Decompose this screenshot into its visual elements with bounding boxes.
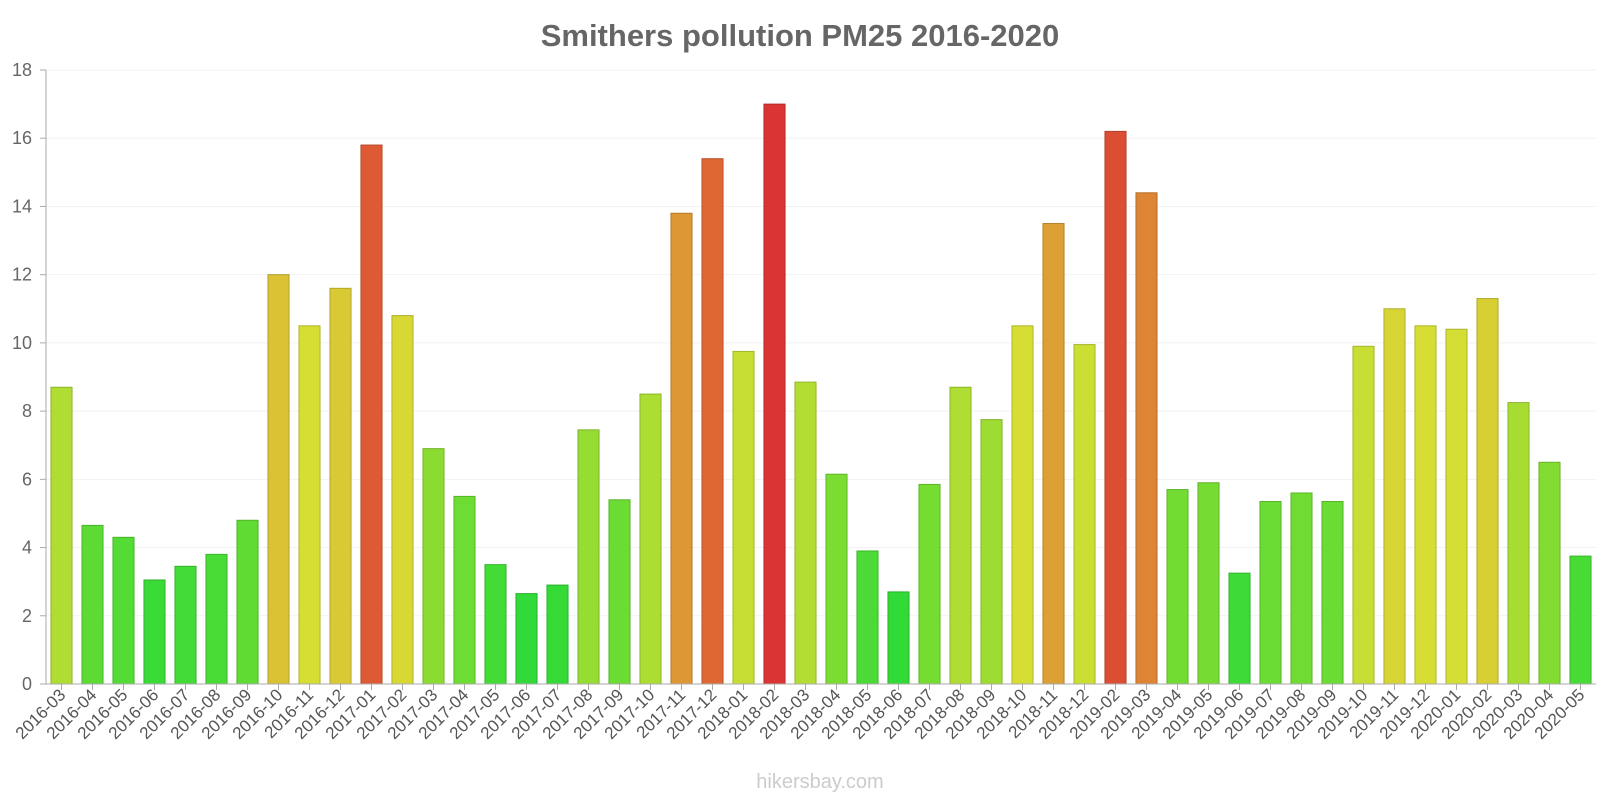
bar-2017-01[interactable] [360, 144, 383, 685]
bar-2018-08[interactable] [949, 386, 972, 685]
y-tick-label: 14 [12, 196, 32, 216]
bar-2017-06[interactable] [515, 593, 538, 685]
y-tick-label: 4 [22, 538, 32, 558]
bar-2016-03[interactable] [50, 386, 73, 685]
bar-2017-03[interactable] [422, 448, 445, 685]
watermark: hikersbay.com [756, 771, 883, 793]
y-tick-label: 16 [12, 128, 32, 148]
bar-2018-12[interactable] [1073, 344, 1096, 685]
bar-2017-10[interactable] [639, 393, 662, 685]
x-axis: 2016-032016-042016-052016-062016-072016-… [12, 684, 1588, 743]
bar-2018-06[interactable] [887, 591, 910, 685]
bar-2019-12[interactable] [1414, 325, 1437, 685]
bar-2018-04[interactable] [825, 473, 848, 685]
y-tick-label: 0 [22, 674, 32, 694]
bar-2017-05[interactable] [484, 564, 507, 685]
bar-2017-02[interactable] [391, 315, 414, 685]
bar-2018-05[interactable] [856, 550, 879, 685]
bar-2020-05[interactable] [1569, 555, 1592, 685]
y-axis: 0 2 4 6 8 10 12 14 16 18 [12, 60, 46, 694]
bar-2016-10[interactable] [267, 274, 290, 685]
bar-2018-02[interactable] [763, 103, 786, 685]
bar-2020-04[interactable] [1538, 461, 1561, 685]
bar-2019-03[interactable] [1135, 192, 1158, 685]
bars [50, 103, 1592, 685]
bar-2016-08[interactable] [205, 553, 228, 685]
bar-2019-09[interactable] [1321, 501, 1344, 685]
bar-2019-10[interactable] [1352, 345, 1375, 685]
y-tick-label: 8 [22, 401, 32, 421]
chart-title: Smithers pollution PM25 2016-2020 [541, 18, 1060, 53]
bar-2017-09[interactable] [608, 499, 631, 685]
y-tick-label: 2 [22, 606, 32, 626]
bar-2016-06[interactable] [143, 579, 166, 685]
bar-2019-08[interactable] [1290, 492, 1313, 685]
y-tick-label: 18 [12, 60, 32, 80]
bar-2017-11[interactable] [670, 212, 693, 685]
y-tick-label: 6 [22, 469, 32, 489]
bar-2016-04[interactable] [81, 524, 104, 685]
bar-2020-01[interactable] [1445, 328, 1468, 685]
bar-2016-09[interactable] [236, 519, 259, 685]
bar-2016-11[interactable] [298, 325, 321, 685]
bar-2016-12[interactable] [329, 287, 352, 685]
bar-2020-03[interactable] [1507, 402, 1530, 685]
bar-2018-10[interactable] [1011, 325, 1034, 685]
bar-2018-11[interactable] [1042, 223, 1065, 685]
bar-2019-02[interactable] [1104, 130, 1127, 685]
bar-2019-11[interactable] [1383, 308, 1406, 685]
bar-2018-09[interactable] [980, 419, 1003, 685]
bar-2017-08[interactable] [577, 429, 600, 685]
bar-2017-12[interactable] [701, 158, 724, 685]
y-tick-label: 10 [12, 333, 32, 353]
bar-2019-04[interactable] [1166, 489, 1189, 685]
bar-2020-02[interactable] [1476, 298, 1499, 685]
bar-2016-05[interactable] [112, 536, 135, 685]
y-tick-label: 12 [12, 265, 32, 285]
bar-2019-07[interactable] [1259, 501, 1282, 685]
bar-2019-05[interactable] [1197, 482, 1220, 685]
bar-2018-07[interactable] [918, 483, 941, 685]
bar-2018-01[interactable] [732, 350, 755, 685]
bar-2016-07[interactable] [174, 565, 197, 685]
bar-2017-04[interactable] [453, 495, 476, 685]
bar-2018-03[interactable] [794, 381, 817, 685]
bar-2017-07[interactable] [546, 584, 569, 685]
bar-2019-06[interactable] [1228, 572, 1251, 685]
